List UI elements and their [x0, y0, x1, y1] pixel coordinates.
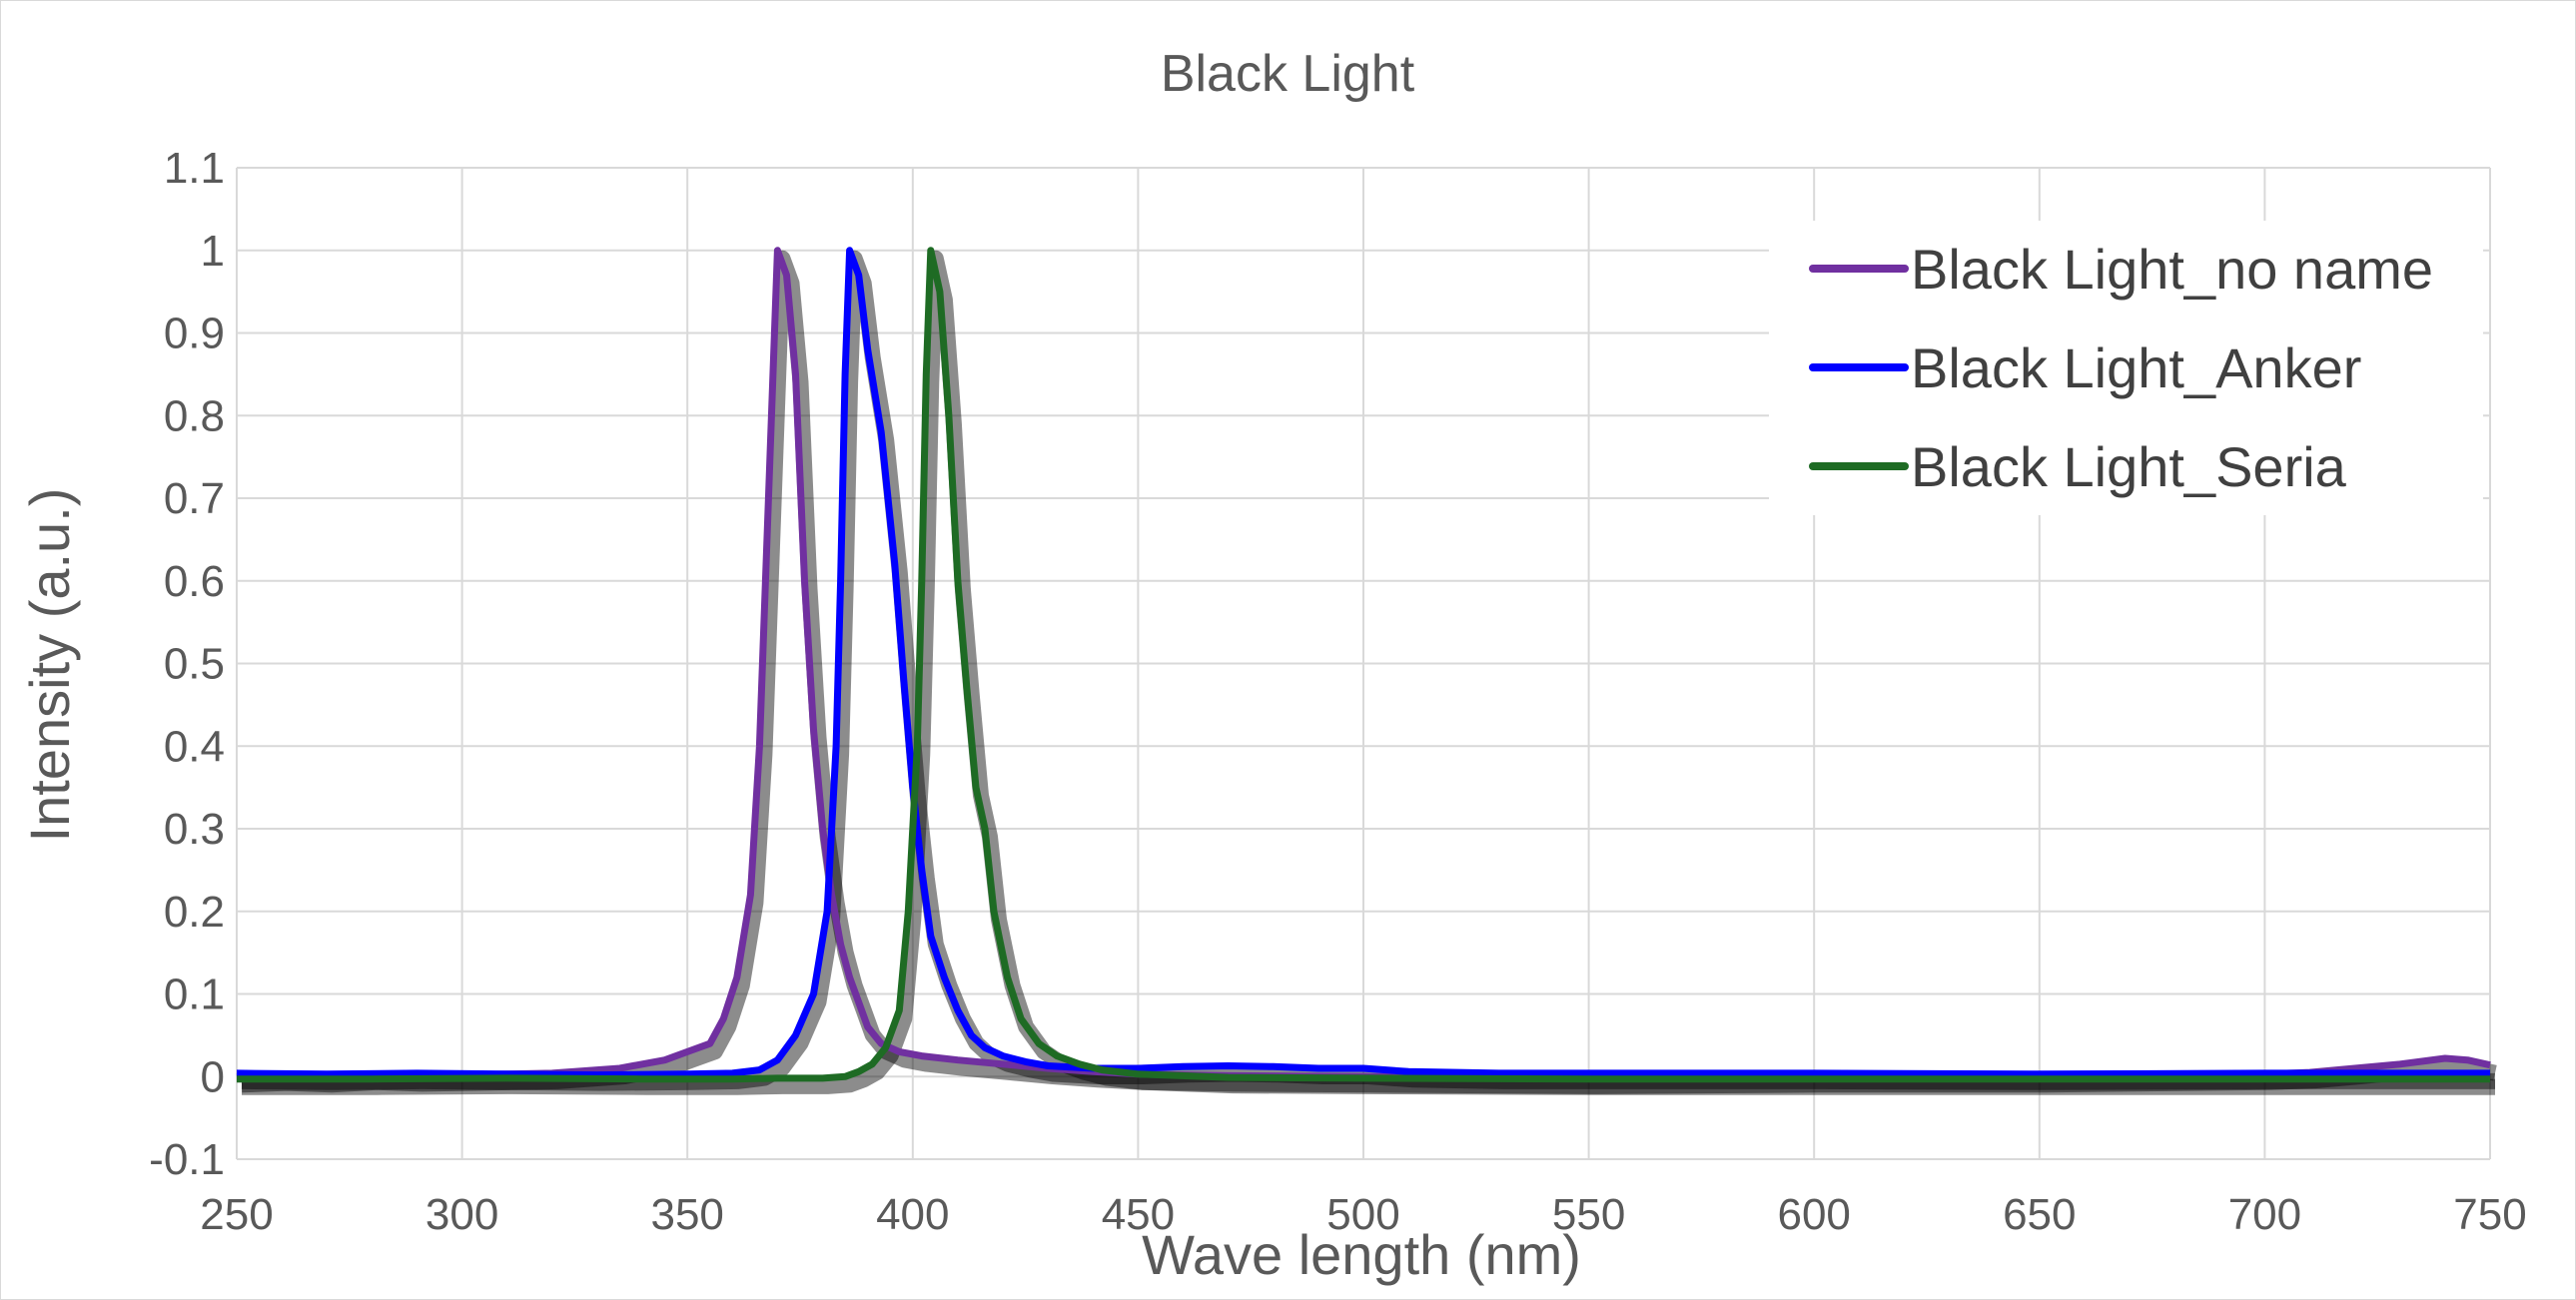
y-tick-label: 0.9: [164, 310, 225, 358]
x-axis-ticks: 250 300 350 400 450 500 550 600 650 700 750: [200, 1190, 2526, 1239]
series-shadow-2: [242, 250, 2495, 1095]
legend-label: Black Light_no name: [1911, 238, 2433, 301]
x-tick-label: 600: [1777, 1190, 1850, 1239]
chart-title: Black Light: [1161, 45, 1415, 103]
x-tick-label: 500: [1326, 1190, 1399, 1239]
y-tick-label: 0.4: [164, 722, 225, 771]
legend: Black Light_no name Black Light_Anker Blac…: [1769, 221, 2483, 515]
x-tick-label: 250: [200, 1190, 273, 1239]
y-tick-label: 0.3: [164, 805, 225, 854]
y-tick-label: 0.6: [164, 557, 225, 606]
y-tick-label: 0.1: [164, 971, 225, 1019]
series-line-2: [237, 247, 2490, 1083]
x-tick-label: 300: [426, 1190, 498, 1239]
gridlines: [236, 167, 2491, 1160]
x-tick-label: 750: [2453, 1190, 2526, 1239]
y-tick-label: 0.8: [164, 391, 225, 440]
y-tick-label: 0: [201, 1052, 225, 1101]
series-line-1: [236, 247, 2490, 1079]
y-axis-label: Intensity (a.u.): [18, 488, 81, 843]
y-tick-label: 0.2: [164, 888, 225, 937]
legend-label: Black Light_Anker: [1911, 336, 2361, 399]
x-tick-label: 700: [2228, 1190, 2301, 1239]
y-tick-label: -0.1: [149, 1135, 225, 1184]
y-tick-label: 0.7: [164, 474, 225, 523]
y-axis-ticks: -0.1 0 0.1 0.2 0.3 0.4 0.5 0.6 0.7 0.8 0.9 1 1.1: [149, 144, 225, 1184]
y-tick-label: 1.1: [164, 144, 225, 193]
x-axis-label: Wave length (nm): [1142, 1223, 1581, 1286]
legend-label: Black Light_Seria: [1911, 435, 2347, 498]
y-tick-label: 1: [201, 227, 225, 276]
x-tick-label: 450: [1102, 1190, 1175, 1239]
x-tick-label: 550: [1552, 1190, 1625, 1239]
y-tick-label: 0.5: [164, 640, 225, 689]
series-lines: [236, 247, 2491, 1083]
x-tick-label: 350: [650, 1190, 723, 1239]
x-tick-label: 400: [876, 1190, 949, 1239]
x-tick-label: 650: [2003, 1190, 2076, 1239]
